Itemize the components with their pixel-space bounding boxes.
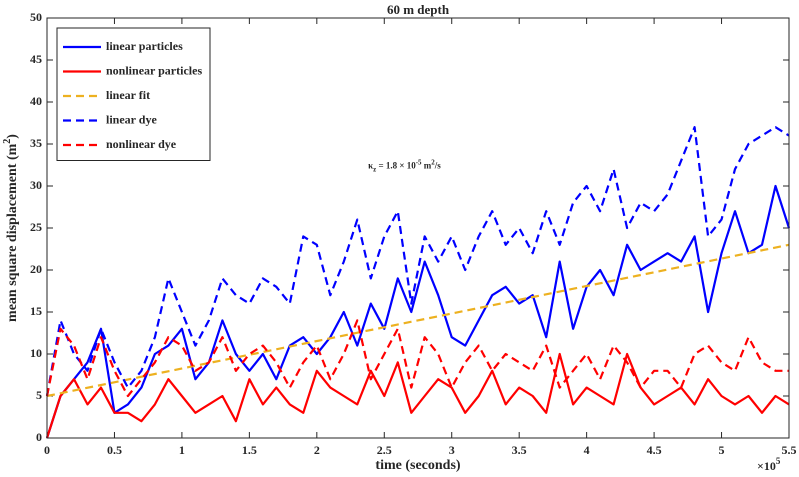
annotation-part: z (373, 165, 376, 173)
legend-label: nonlinear particles (106, 63, 202, 77)
x-tick-label: 5 (719, 443, 725, 457)
annotation-part: -5 (416, 158, 422, 166)
series-line (46, 243, 790, 398)
annotation-part: m (422, 161, 432, 171)
y-tick-label: 20 (30, 262, 42, 276)
chart-title: 60 m depth (387, 2, 450, 17)
x-axis-label: time (seconds) (375, 458, 460, 473)
x-multiplier: ×105 (757, 456, 781, 473)
y-axis-label-tail: ) (5, 134, 20, 139)
y-axis-label-sup: 2 (2, 139, 13, 144)
series-line (45, 184, 791, 439)
y-tick-label: 30 (30, 178, 42, 192)
x-tick-label: 1.5 (242, 443, 257, 457)
y-axis-label: mean square displacement (m2) (2, 134, 20, 322)
x-tick-label: 4 (584, 443, 590, 457)
y-axis-label-text: mean square displacement (m (5, 143, 20, 322)
series-line (45, 352, 790, 439)
plot-frame (46, 17, 790, 439)
y-tick-label: 5 (36, 388, 42, 402)
annotation: κz = 1.8 × 10-5 m2/s (368, 158, 441, 173)
y-tick-label: 35 (30, 136, 42, 150)
legend-label: linear particles (106, 39, 183, 53)
y-tick-label: 10 (30, 346, 42, 360)
legend-label: nonlinear dye (106, 137, 177, 151)
annotation-part: 2 (431, 158, 435, 166)
y-tick-label: 40 (30, 94, 42, 108)
x-tick-label: 0 (44, 443, 50, 457)
legend-label: linear dye (106, 112, 157, 126)
x-tick-label: 3 (449, 443, 455, 457)
y-tick-label: 0 (36, 430, 42, 444)
annotation-part: κ (368, 161, 373, 171)
annotation-part: = 1.8 × 10 (376, 161, 416, 171)
x-multiplier-exp: 5 (776, 456, 781, 466)
y-tick-label: 50 (30, 10, 42, 24)
x-tick-label: 1 (179, 443, 185, 457)
legend-label: linear fit (106, 88, 150, 102)
annotation-part: /s (434, 161, 442, 171)
x-multiplier-base: ×10 (757, 459, 776, 473)
series-line (45, 319, 789, 398)
y-tick-label: 45 (30, 52, 42, 66)
x-tick-label: 2.5 (377, 443, 392, 457)
series-line (45, 126, 790, 397)
x-tick-label: 5.5 (782, 443, 797, 457)
y-tick-label: 25 (30, 220, 42, 234)
x-tick-label: 0.5 (107, 443, 122, 457)
x-tick-label: 3.5 (512, 443, 527, 457)
y-tick-label: 15 (30, 304, 42, 318)
x-tick-label: 4.5 (647, 443, 662, 457)
legend-box (56, 27, 211, 161)
x-tick-label: 2 (314, 443, 320, 457)
